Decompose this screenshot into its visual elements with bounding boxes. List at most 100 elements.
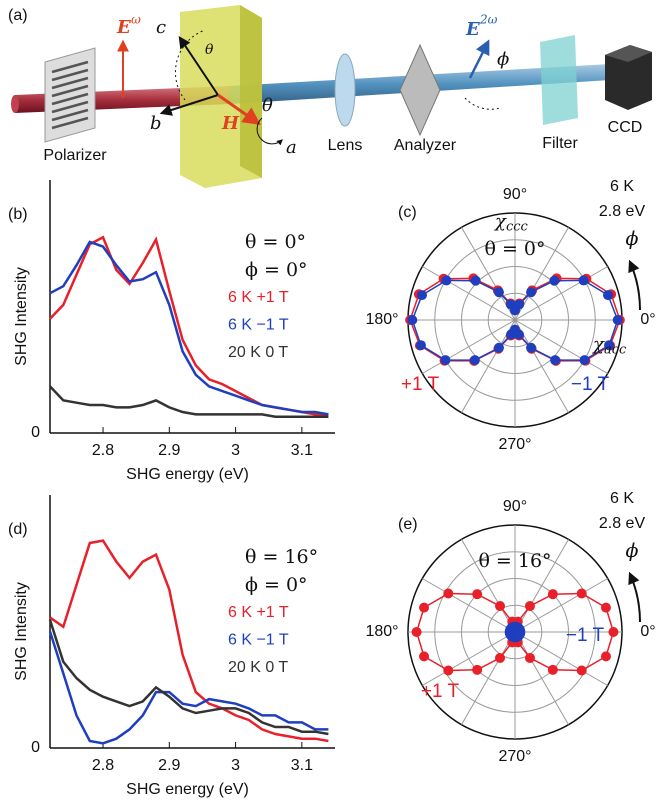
data-point [548,589,558,599]
y-tick-label: 0 [31,739,40,756]
setup-diagram: (a) Polarizer Lens Analyzer Filter CCD E… [8,5,652,188]
theta-tick-label: 270° [498,748,531,765]
data-point [495,653,505,663]
data-point [417,290,427,300]
phi-arrow [630,262,640,310]
label: a [286,137,297,158]
condition: 2.8 eV [599,203,646,220]
x-tick-label: 2.9 [158,757,180,774]
sample-side [240,5,262,178]
data-point [577,666,587,676]
data-point [419,651,429,661]
phi-label: ϕ [626,540,639,562]
data-point [525,601,535,611]
lens [335,54,355,126]
annotation: ϕ = 0° [245,259,308,281]
legend-label: 6 K −1 T [228,317,289,334]
x-tick-label: 3.1 [291,442,313,459]
label: Lens [328,137,363,154]
annotation: θ = 16° [245,546,318,568]
data-point [470,355,480,365]
legend-label: 20 K 0 T [228,659,288,676]
x-tick-label: 3.1 [291,757,313,774]
annotation: ϕ = 0° [245,574,308,596]
x-axis-label: SHG energy (eV) [126,466,249,483]
y-tick-label: 0 [31,424,40,441]
annotation: θ = 0° [245,231,306,253]
label: CCD [608,119,643,136]
legend-label: 6 K −1 T [228,632,289,649]
chi-label-sub: ccc [506,220,529,235]
annotation: θ = 16° [478,550,551,572]
data-point [525,653,535,663]
label: 2ω [479,13,498,27]
filter [540,35,578,125]
series-label: +1 T [401,374,440,395]
panel-label: (c) [398,204,417,221]
x-tick-label: 2.9 [158,442,180,459]
data-point [441,355,451,365]
panel-label: (b) [8,206,28,223]
label: ϕ [497,49,509,70]
series-line [50,386,328,416]
analyzer [400,45,440,135]
theta-tick-label: 90° [503,498,527,515]
label: H [221,113,240,134]
label: c [156,17,166,38]
data-point [441,275,451,285]
theta-tick-label: 90° [503,186,527,203]
data-point [443,666,453,676]
data-point [549,276,559,286]
data-point [416,340,426,350]
label: ω [131,13,141,27]
x-axis-label: SHG energy (eV) [126,781,249,798]
data-point [601,603,611,613]
beam-end [11,95,19,113]
x-tick-label: 3 [231,442,240,459]
data-point [603,290,613,300]
label: b [150,113,162,134]
data-point [514,329,524,339]
chi-label: χ [591,334,605,355]
data-point [579,355,589,365]
series-label: −1 T [566,625,605,646]
x-tick-label: 2.8 [92,757,114,774]
series-label: −1 T [571,374,610,395]
legend-label: 20 K 0 T [228,344,288,361]
condition: 6 K [610,490,634,507]
theta-tick-label: 270° [498,436,531,453]
data-point [550,355,560,365]
data-point [526,287,536,297]
chi-label: χ [493,211,507,232]
theta-tick-label: 180° [365,311,398,328]
data-point [419,603,429,613]
label: Polarizer [43,147,107,164]
label: θ [262,95,273,116]
series-label: +1 T [421,681,460,702]
panel-label: (d) [8,521,28,538]
theta-tick-label: 0° [640,311,655,328]
data-point [526,343,536,353]
data-point [471,276,481,286]
label: E [116,17,131,38]
phi-arrow [630,574,640,622]
data-point [608,627,618,637]
data-point [412,627,422,637]
panel-label: (e) [398,516,418,533]
legend-label: 6 K +1 T [228,604,289,621]
data-point [472,589,482,599]
legend-label: 6 K +1 T [228,289,289,306]
chi-label-sub: acc [604,343,627,358]
theta-tick-label: 180° [365,623,398,640]
data-point [515,628,525,638]
panel-label: (a) [8,7,28,24]
annotation: θ = 0° [484,238,545,260]
data-point [601,651,611,661]
data-point [494,287,504,297]
figure: (a) Polarizer Lens Analyzer Filter CCD E… [0,0,656,800]
y-axis-label: SHG Intensity [13,582,30,681]
data-point [506,299,516,309]
data-point [548,665,558,675]
phi-label: ϕ [626,228,639,250]
condition: 6 K [610,178,634,195]
